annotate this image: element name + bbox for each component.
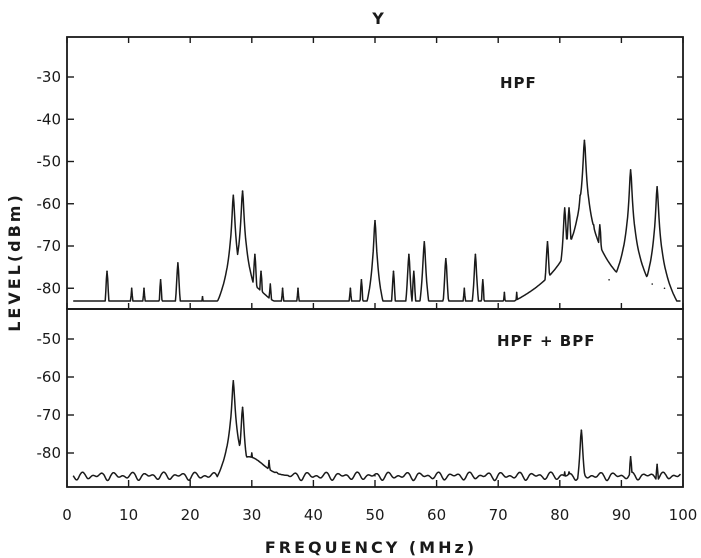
y-tick-label: -50	[37, 330, 62, 348]
hpf-bpf-trace	[72, 380, 682, 482]
peak-point	[269, 283, 272, 285]
peak-point	[241, 190, 244, 192]
x-tick-label: 60	[427, 506, 446, 524]
hpf-panel-label: HPF	[500, 74, 537, 92]
peak-point	[599, 224, 601, 226]
peak-point	[232, 194, 235, 197]
peak-point	[281, 287, 284, 290]
peak-point	[423, 240, 426, 243]
peak-point	[663, 287, 666, 290]
peak-point	[143, 287, 145, 290]
peak-point	[268, 459, 270, 462]
peak-point	[515, 291, 518, 294]
peak-point	[608, 279, 610, 281]
y-tick-label: -60	[37, 368, 62, 386]
peak-point	[130, 287, 133, 290]
y-tick-label: -50	[37, 153, 62, 171]
x-tick-label: 80	[550, 506, 569, 524]
peak-point	[629, 456, 632, 458]
y-axis-label: LEVEL(dBm)	[5, 192, 24, 332]
peak-point	[374, 219, 376, 222]
peak-point	[349, 287, 352, 290]
peak-point	[482, 279, 484, 281]
y-tick-label: -60	[37, 195, 62, 213]
peak-point	[563, 207, 566, 209]
axes-layer: 0 10 20 30 40 50 60 70 80 90 100 -30 -40 -50 -60 -70 -80…	[37, 37, 698, 524]
peak-point	[374, 475, 376, 477]
peak-point	[177, 262, 179, 264]
x-tick-label: 0	[62, 506, 72, 524]
peak-point	[297, 287, 299, 290]
peak-point	[580, 429, 583, 432]
peak-point	[241, 406, 244, 409]
x-axis-label: FREQUENCY (MHz)	[265, 538, 477, 557]
y-tick-label: -40	[37, 110, 62, 128]
peak-point	[592, 224, 595, 226]
peak-point	[503, 291, 506, 294]
peak-point	[546, 240, 549, 243]
hpf-bpf-panel-label: HPF + BPF	[497, 332, 595, 350]
traces-layer	[72, 139, 682, 482]
hpf-trace	[73, 139, 681, 302]
chart-title: Y	[371, 9, 384, 28]
y-tick-label: -70	[37, 237, 62, 255]
peak-point	[474, 253, 477, 256]
y-tick-label: -70	[37, 406, 62, 424]
peak-point	[106, 270, 108, 273]
y-tick-label: -80	[37, 279, 62, 297]
x-tick-label: 40	[304, 506, 323, 524]
peak-point	[254, 253, 256, 256]
x-tick-label: 90	[612, 506, 631, 524]
x-tick-label: 30	[242, 506, 261, 524]
peak-point	[408, 253, 410, 256]
peak-point	[583, 139, 586, 142]
x-tick-label: 10	[119, 506, 138, 524]
peak-point	[201, 295, 204, 298]
peak-point	[579, 194, 581, 197]
x-tick-label: 100	[669, 506, 698, 524]
x-tick-label: 70	[489, 506, 508, 524]
peak-point	[232, 380, 235, 382]
peak-point	[568, 471, 570, 473]
peak-point	[159, 279, 162, 281]
peak-point	[651, 283, 653, 285]
hpf-panel-frame	[66, 36, 684, 310]
peak-point	[656, 186, 658, 188]
peak-point	[568, 207, 570, 209]
peak-point	[629, 169, 632, 171]
y-tick-label: -80	[37, 444, 62, 462]
x-tick-label: 20	[181, 506, 200, 524]
peak-point	[392, 270, 395, 273]
peak-point	[413, 270, 415, 273]
peak-point	[563, 471, 566, 473]
peak-point	[360, 279, 363, 281]
x-tick-label: 50	[365, 506, 384, 524]
peak-point	[260, 270, 262, 273]
peak-point	[251, 452, 253, 454]
peak-point	[463, 287, 466, 290]
y-tick-label: -30	[37, 68, 62, 86]
peak-point	[656, 463, 658, 466]
peak-point	[445, 257, 447, 260]
